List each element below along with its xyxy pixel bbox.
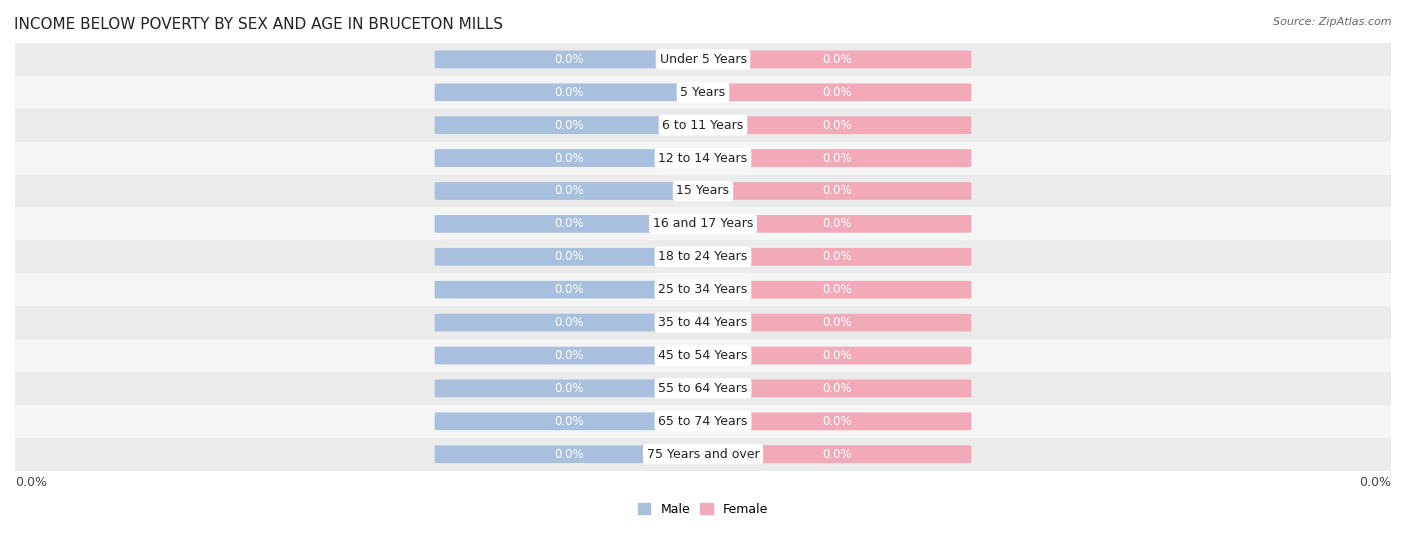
FancyBboxPatch shape: [703, 380, 972, 397]
Text: 15 Years: 15 Years: [676, 184, 730, 197]
Bar: [15, 174, 1391, 207]
Text: 0.0%: 0.0%: [554, 119, 583, 132]
Text: Under 5 Years: Under 5 Years: [659, 53, 747, 66]
Text: 0.0%: 0.0%: [823, 53, 852, 66]
Text: 0.0%: 0.0%: [823, 316, 852, 329]
Legend: Male, Female: Male, Female: [638, 503, 768, 516]
Text: INCOME BELOW POVERTY BY SEX AND AGE IN BRUCETON MILLS: INCOME BELOW POVERTY BY SEX AND AGE IN B…: [14, 17, 503, 32]
Bar: [15, 405, 1391, 438]
FancyBboxPatch shape: [703, 215, 972, 233]
Bar: [15, 273, 1391, 306]
FancyBboxPatch shape: [434, 83, 703, 101]
FancyBboxPatch shape: [703, 50, 972, 68]
Text: 0.0%: 0.0%: [823, 415, 852, 428]
FancyBboxPatch shape: [434, 116, 703, 134]
Text: 0.0%: 0.0%: [823, 283, 852, 296]
Text: 55 to 64 Years: 55 to 64 Years: [658, 382, 748, 395]
FancyBboxPatch shape: [434, 413, 703, 430]
Text: 0.0%: 0.0%: [823, 250, 852, 263]
Text: 35 to 44 Years: 35 to 44 Years: [658, 316, 748, 329]
FancyBboxPatch shape: [703, 149, 972, 167]
Text: 45 to 54 Years: 45 to 54 Years: [658, 349, 748, 362]
Text: 0.0%: 0.0%: [554, 316, 583, 329]
Bar: [15, 43, 1391, 76]
FancyBboxPatch shape: [703, 83, 972, 101]
Text: 0.0%: 0.0%: [554, 448, 583, 461]
FancyBboxPatch shape: [703, 281, 972, 299]
Text: 75 Years and over: 75 Years and over: [647, 448, 759, 461]
FancyBboxPatch shape: [703, 347, 972, 364]
Text: 0.0%: 0.0%: [15, 476, 46, 489]
Bar: [15, 207, 1391, 240]
FancyBboxPatch shape: [434, 314, 703, 331]
FancyBboxPatch shape: [703, 314, 972, 331]
Text: 0.0%: 0.0%: [554, 250, 583, 263]
Text: 0.0%: 0.0%: [554, 382, 583, 395]
Text: 0.0%: 0.0%: [554, 184, 583, 197]
FancyBboxPatch shape: [434, 347, 703, 364]
FancyBboxPatch shape: [434, 50, 703, 68]
Text: 0.0%: 0.0%: [823, 382, 852, 395]
Text: 0.0%: 0.0%: [823, 448, 852, 461]
Text: 0.0%: 0.0%: [823, 86, 852, 99]
FancyBboxPatch shape: [434, 215, 703, 233]
Text: 0.0%: 0.0%: [554, 151, 583, 164]
Text: 25 to 34 Years: 25 to 34 Years: [658, 283, 748, 296]
Text: 0.0%: 0.0%: [554, 217, 583, 230]
FancyBboxPatch shape: [434, 281, 703, 299]
Text: 16 and 17 Years: 16 and 17 Years: [652, 217, 754, 230]
Text: 12 to 14 Years: 12 to 14 Years: [658, 151, 748, 164]
FancyBboxPatch shape: [703, 182, 972, 200]
Bar: [15, 306, 1391, 339]
Text: 0.0%: 0.0%: [1360, 476, 1391, 489]
Text: 0.0%: 0.0%: [554, 415, 583, 428]
FancyBboxPatch shape: [703, 248, 972, 266]
FancyBboxPatch shape: [703, 446, 972, 463]
Text: 0.0%: 0.0%: [554, 283, 583, 296]
Bar: [15, 372, 1391, 405]
FancyBboxPatch shape: [434, 149, 703, 167]
Text: 0.0%: 0.0%: [554, 53, 583, 66]
Bar: [15, 438, 1391, 471]
Text: 0.0%: 0.0%: [823, 349, 852, 362]
Text: 65 to 74 Years: 65 to 74 Years: [658, 415, 748, 428]
FancyBboxPatch shape: [434, 182, 703, 200]
FancyBboxPatch shape: [434, 248, 703, 266]
Text: 0.0%: 0.0%: [823, 151, 852, 164]
FancyBboxPatch shape: [703, 413, 972, 430]
Text: 5 Years: 5 Years: [681, 86, 725, 99]
Text: 0.0%: 0.0%: [823, 119, 852, 132]
Bar: [15, 76, 1391, 109]
Bar: [15, 141, 1391, 174]
Bar: [15, 109, 1391, 141]
Text: 6 to 11 Years: 6 to 11 Years: [662, 119, 744, 132]
Text: Source: ZipAtlas.com: Source: ZipAtlas.com: [1274, 17, 1392, 27]
Text: 18 to 24 Years: 18 to 24 Years: [658, 250, 748, 263]
FancyBboxPatch shape: [703, 116, 972, 134]
Text: 0.0%: 0.0%: [554, 349, 583, 362]
Bar: [15, 339, 1391, 372]
Text: 0.0%: 0.0%: [823, 217, 852, 230]
FancyBboxPatch shape: [434, 380, 703, 397]
Bar: [15, 240, 1391, 273]
FancyBboxPatch shape: [434, 446, 703, 463]
Text: 0.0%: 0.0%: [823, 184, 852, 197]
Text: 0.0%: 0.0%: [554, 86, 583, 99]
